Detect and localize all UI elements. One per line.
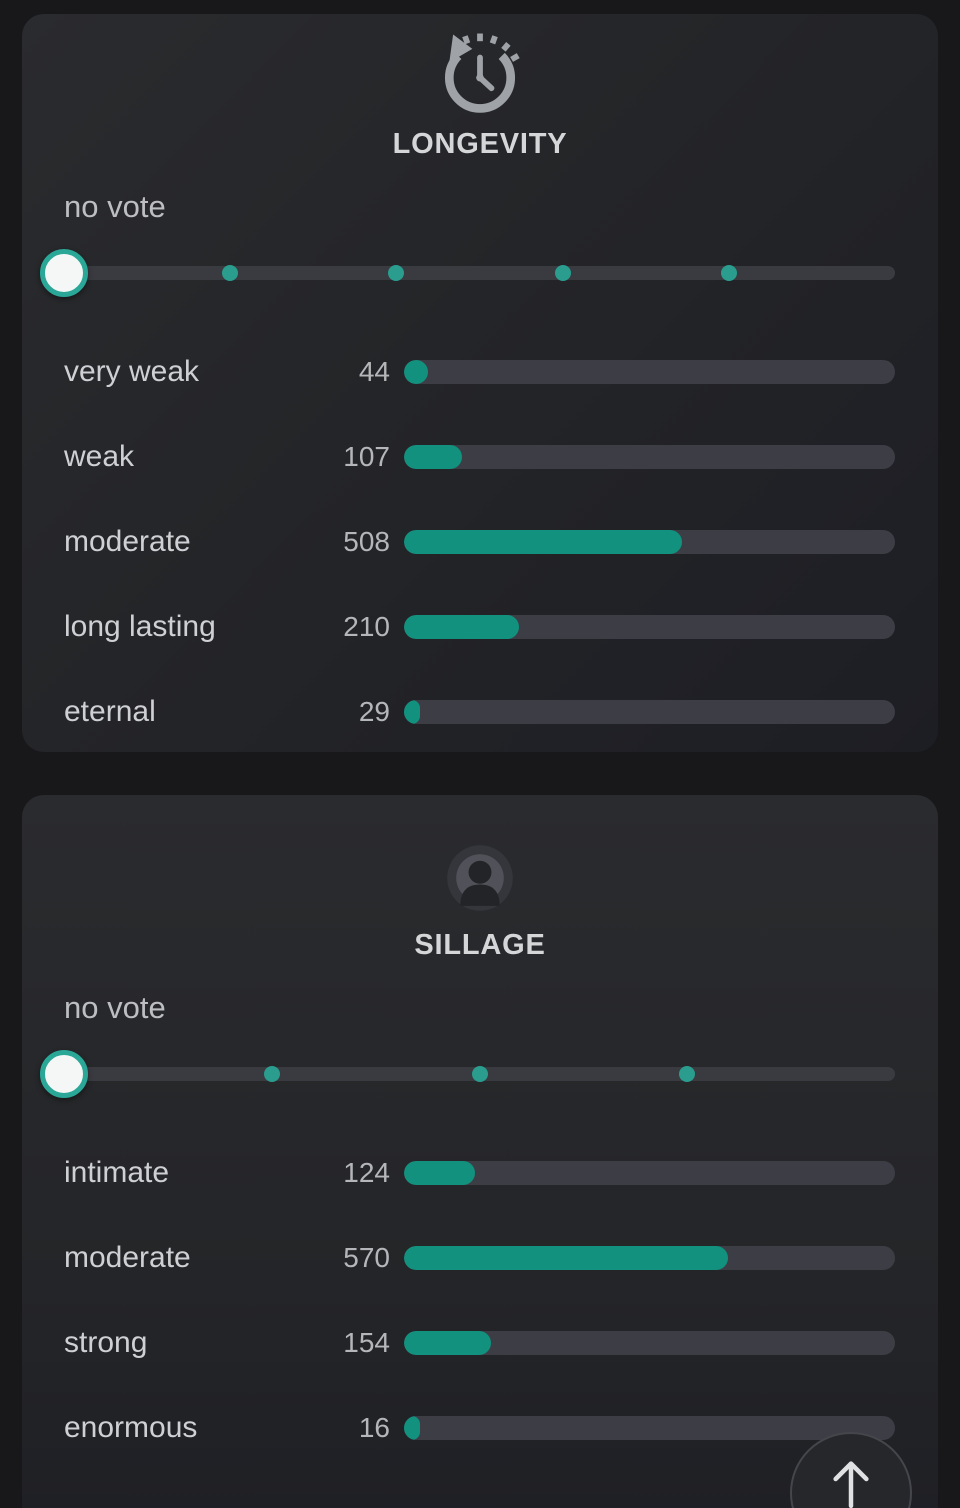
vote-category-label: intimate: [64, 1155, 170, 1189]
vote-row: eternal 29: [22, 669, 938, 754]
vote-count: 570: [343, 1241, 390, 1273]
vote-category-label: eternal: [64, 694, 156, 728]
vote-row: moderate 570: [22, 1215, 938, 1300]
vote-bar-fill: [404, 1415, 420, 1440]
slider-stop-dot[interactable]: [388, 265, 405, 281]
longevity-vote-rows: very weak 44 weak 107 moderate 508 long …: [22, 329, 938, 754]
sillage-panel: SILLAGE no vote intimate 124 moderate 57…: [22, 795, 938, 1508]
longevity-title: LONGEVITY: [392, 128, 568, 160]
sillage-slider-track[interactable]: [64, 1066, 895, 1082]
person-aura-icon: [22, 795, 938, 919]
vote-category-label: weak: [64, 439, 135, 473]
vote-bar-track: [404, 614, 895, 639]
vote-bar-fill: [404, 1330, 492, 1355]
longevity-no-vote-label: no vote: [64, 189, 166, 224]
vote-bar-fill: [404, 529, 682, 554]
vote-row: moderate 508: [22, 499, 938, 584]
vote-count: 16: [358, 1411, 390, 1443]
vote-category-label: very weak: [64, 354, 200, 388]
longevity-slider-thumb[interactable]: [40, 249, 88, 297]
vote-count: 124: [343, 1156, 390, 1188]
vote-row: very weak 44: [22, 329, 938, 414]
vote-bar-track: [404, 529, 895, 554]
sillage-no-vote-label: no vote: [64, 990, 166, 1025]
slider-stop-dot[interactable]: [720, 265, 737, 281]
vote-bar-fill: [404, 359, 429, 384]
vote-bar-fill: [404, 614, 519, 639]
slider-stop-dot[interactable]: [222, 265, 239, 281]
vote-category-label: enormous: [64, 1410, 198, 1444]
vote-count: 508: [343, 525, 390, 557]
vote-bar-track: [404, 1330, 895, 1355]
vote-row: long lasting 210: [22, 584, 938, 669]
slider-stop-dot[interactable]: [679, 1066, 696, 1082]
arrow-up-icon: [833, 1461, 869, 1508]
vote-row: enormous 16: [22, 1385, 938, 1470]
vote-bar-track: [404, 1160, 895, 1185]
longevity-slider[interactable]: [40, 247, 895, 299]
vote-row: weak 107: [22, 414, 938, 499]
vote-category-label: long lasting: [64, 609, 216, 643]
vote-bar-fill: [404, 1160, 475, 1185]
vote-category-label: strong: [64, 1325, 148, 1359]
longevity-slider-track[interactable]: [64, 265, 895, 281]
vote-bar-track: [404, 444, 895, 469]
vote-bar-track: [404, 359, 895, 384]
sillage-slider[interactable]: [40, 1048, 895, 1100]
vote-category-label: moderate: [64, 1240, 191, 1274]
sillage-title: SILLAGE: [414, 929, 546, 961]
vote-count: 107: [343, 440, 390, 472]
scroll-to-top-button[interactable]: [790, 1432, 912, 1508]
history-clock-icon: [22, 14, 938, 118]
vote-bar-fill: [404, 1245, 729, 1270]
vote-row: strong 154: [22, 1300, 938, 1385]
vote-bar-fill: [404, 444, 463, 469]
vote-count: 210: [343, 610, 390, 642]
vote-bar-track: [404, 1415, 895, 1440]
vote-count: 44: [358, 355, 390, 387]
slider-stop-dot[interactable]: [471, 1066, 488, 1082]
vote-bar-track: [404, 699, 895, 724]
sillage-vote-rows: intimate 124 moderate 570 strong 154 eno…: [22, 1130, 938, 1470]
vote-row: intimate 124: [22, 1130, 938, 1215]
vote-bar-track: [404, 1245, 895, 1270]
slider-stop-dot[interactable]: [263, 1066, 280, 1082]
vote-bar-fill: [404, 699, 420, 724]
slider-stop-dot[interactable]: [554, 265, 571, 281]
vote-count: 154: [343, 1326, 390, 1358]
vote-category-label: moderate: [64, 524, 191, 558]
longevity-panel: LONGEVITY no vote very weak 44 weak 107 …: [22, 14, 938, 752]
sillage-slider-thumb[interactable]: [40, 1050, 88, 1098]
vote-count: 29: [358, 695, 390, 727]
